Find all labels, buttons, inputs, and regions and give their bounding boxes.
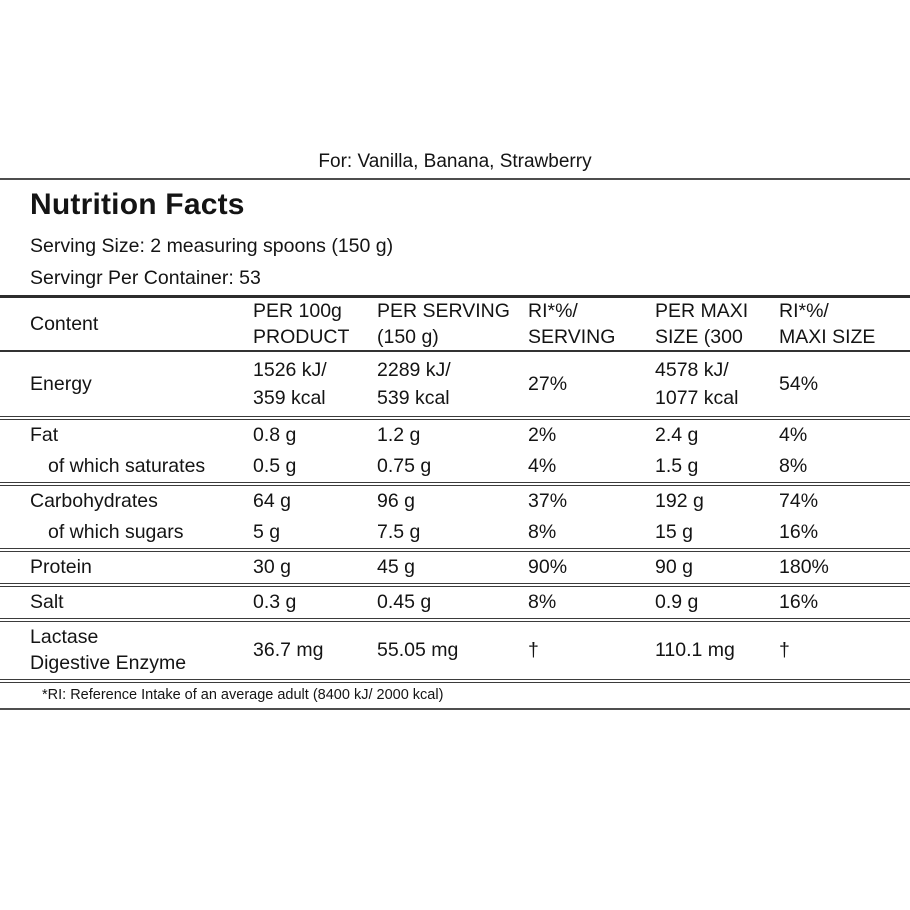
- nutrition-table: Content PER 100g PRODUCT PER SERVING (15…: [0, 295, 910, 710]
- sugars-per-maxi: 15 g: [655, 521, 693, 543]
- column-header-ri-serving: RI*%/ SERVING: [528, 300, 616, 348]
- saturates-per-serving: 0.75 g: [377, 455, 432, 477]
- column-header-content: Content: [30, 313, 99, 335]
- energy-ri-maxi: 54%: [779, 372, 819, 395]
- salt-per-serving: 0.45 g: [377, 591, 432, 613]
- energy-ri-serving: 27%: [528, 372, 568, 395]
- fat-ri-serving: 2%: [528, 424, 557, 446]
- salt-ri-serving: 8%: [528, 591, 557, 613]
- label-intro: Nutrition Facts Serving Size: 2 measurin…: [0, 187, 910, 291]
- carbs-ri-serving: 37%: [528, 490, 568, 512]
- protein-ri-maxi: 180%: [779, 556, 829, 578]
- sugars-ri-maxi: 16%: [779, 521, 819, 543]
- table-row-sugars: of which sugars 5 g 7.5 g 8% 15 g 16%: [0, 517, 910, 550]
- lactase-ri-maxi: †: [779, 638, 790, 661]
- table-row-lactase-enzyme: Lactase Digestive Enzyme 36.7 mg 55.05 m…: [0, 620, 910, 681]
- energy-per-serving: 2289 kJ/ 539 kcal: [377, 359, 451, 409]
- column-header-ri-maxi-size: RI*%/ MAXI SIZE: [779, 300, 876, 348]
- protein-per-serving: 45 g: [377, 556, 415, 578]
- table-row-fat: Fat 0.8 g 1.2 g 2% 2.4 g 4%: [0, 418, 910, 451]
- sugars-ri-serving: 8%: [528, 521, 557, 543]
- carbs-per-maxi: 192 g: [655, 490, 704, 512]
- table-row-saturates: of which saturates 0.5 g 0.75 g 4% 1.5 g…: [0, 451, 910, 484]
- row-label: Protein: [30, 556, 92, 578]
- column-header-per-serving: PER SERVING (150 g): [377, 300, 510, 348]
- table-header-row: Content PER 100g PRODUCT PER SERVING (15…: [0, 297, 910, 351]
- fat-per-maxi: 2.4 g: [655, 424, 699, 446]
- fat-per-serving: 1.2 g: [377, 424, 421, 446]
- carbs-per-100g: 64 g: [253, 490, 291, 512]
- fat-per-100g: 0.8 g: [253, 424, 297, 446]
- row-label: of which sugars: [48, 521, 184, 543]
- row-label: Salt: [30, 591, 64, 613]
- salt-per-100g: 0.3 g: [253, 591, 297, 613]
- protein-per-100g: 30 g: [253, 556, 291, 578]
- table-row-protein: Protein 30 g 45 g 90% 90 g 180%: [0, 550, 910, 585]
- energy-per-maxi: 4578 kJ/ 1077 kcal: [655, 359, 739, 409]
- column-header-per-maxi-size: PER MAXI SIZE (300: [655, 300, 749, 348]
- lactase-per-maxi: 110.1 mg: [655, 638, 735, 661]
- saturates-ri-serving: 4%: [528, 455, 557, 477]
- row-label: Carbohydrates: [30, 490, 158, 512]
- sugars-per-serving: 7.5 g: [377, 521, 421, 543]
- lactase-per-serving: 55.05 mg: [377, 638, 459, 661]
- reference-intake-footnote: *RI: Reference Intake of an average adul…: [42, 687, 444, 703]
- salt-per-maxi: 0.9 g: [655, 591, 699, 613]
- column-header-per-100g: PER 100g PRODUCT: [253, 300, 350, 348]
- saturates-per-100g: 0.5 g: [253, 455, 297, 477]
- lactase-ri-serving no-ri-dagger: †: [528, 638, 539, 661]
- salt-ri-maxi: 16%: [779, 591, 819, 613]
- serving-size-line: Serving Size: 2 measuring spoons (150 g): [30, 235, 394, 257]
- lactase-per-100g: 36.7 mg: [253, 638, 324, 661]
- table-row-salt: Salt 0.3 g 0.45 g 8% 0.9 g 16%: [0, 585, 910, 620]
- carbs-ri-maxi: 74%: [779, 490, 819, 512]
- table-row-energy: Energy 1526 kJ/ 359 kcal 2289 kJ/ 539 kc…: [0, 351, 910, 418]
- flavors-line: For: Vanilla, Banana, Strawberry: [0, 150, 910, 180]
- saturates-ri-maxi: 8%: [779, 455, 808, 477]
- sugars-per-100g: 5 g: [253, 521, 281, 543]
- row-label: of which saturates: [48, 455, 206, 477]
- page-title: Nutrition Facts: [30, 188, 245, 221]
- table-row-carbohydrates: Carbohydrates 64 g 96 g 37% 192 g 74%: [0, 484, 910, 517]
- protein-per-maxi: 90 g: [655, 556, 693, 578]
- row-label: Lactase Digestive Enzyme: [30, 626, 187, 674]
- protein-ri-serving: 90%: [528, 556, 568, 578]
- saturates-per-maxi: 1.5 g: [655, 455, 699, 477]
- fat-ri-maxi: 4%: [779, 424, 808, 446]
- energy-per-100g: 1526 kJ/ 359 kcal: [253, 359, 327, 409]
- row-label: Fat: [30, 424, 59, 446]
- table-footnote-row: *RI: Reference Intake of an average adul…: [0, 681, 910, 709]
- row-label: Energy: [30, 372, 92, 395]
- servings-per-container-line: Servingr Per Container: 53: [30, 267, 261, 289]
- carbs-per-serving: 96 g: [377, 490, 415, 512]
